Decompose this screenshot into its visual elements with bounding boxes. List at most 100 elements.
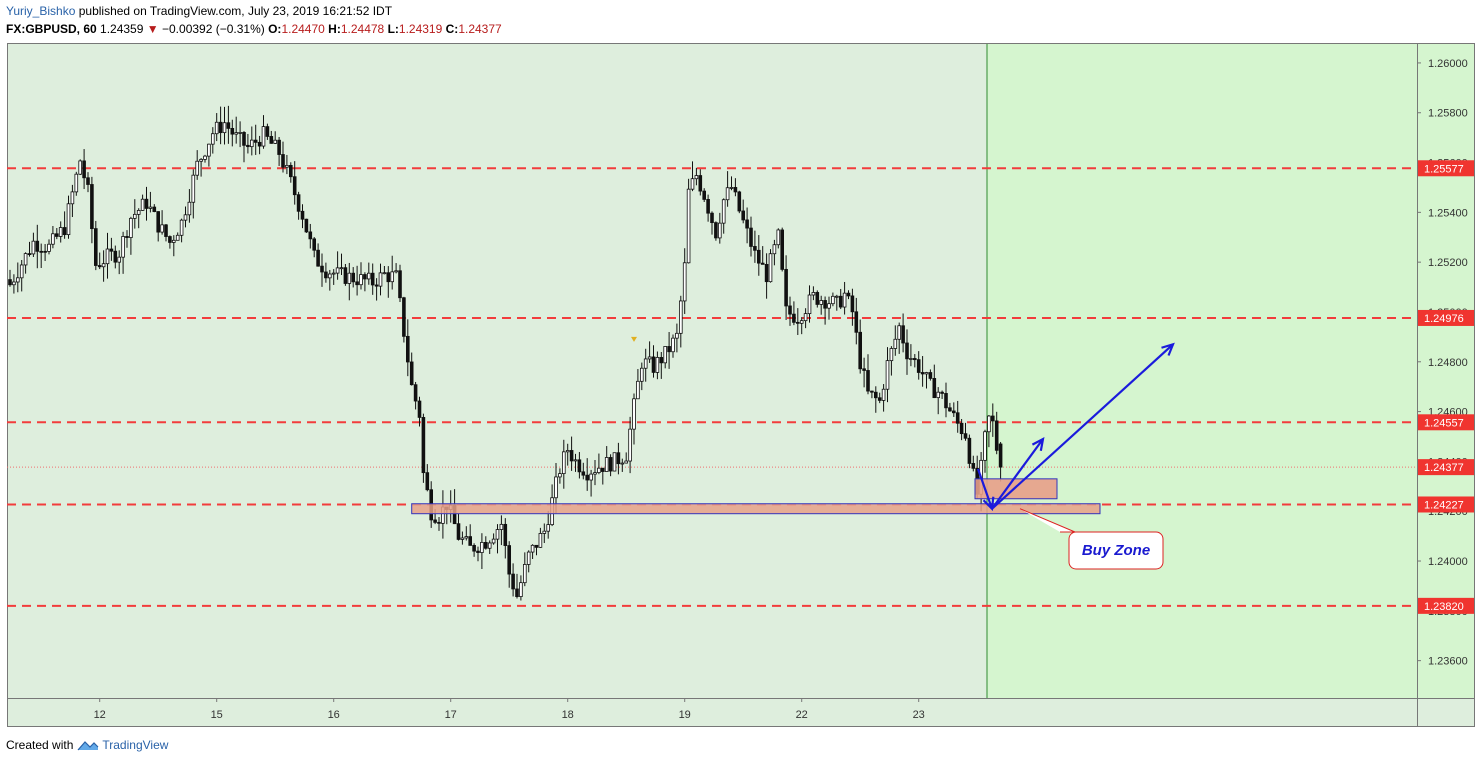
candle-body — [386, 272, 391, 283]
candle-body — [183, 214, 188, 221]
footer: Created with TradingView — [6, 738, 168, 752]
candle-body — [640, 367, 644, 382]
candle-body — [913, 358, 917, 361]
candle-body — [86, 177, 90, 185]
candle-body — [909, 358, 913, 360]
candle-body — [316, 249, 320, 267]
high-label: H: — [328, 22, 341, 36]
candle-body — [117, 256, 122, 263]
candle-body — [27, 253, 32, 256]
candle-body — [191, 174, 196, 203]
candle-body — [495, 529, 500, 540]
candle-body — [850, 295, 855, 313]
candle-body — [8, 279, 12, 286]
candle-body — [651, 356, 656, 373]
candle-body — [682, 262, 687, 302]
candle-body — [991, 415, 995, 422]
candle-body — [928, 372, 933, 379]
candle-body — [296, 194, 301, 212]
candlestick-chart[interactable]: Buy Zone1.260001.258001.256001.254001.25… — [0, 0, 1484, 740]
candle-body — [359, 274, 363, 286]
candle-body — [916, 359, 921, 373]
time-tick-label: 16 — [328, 709, 340, 721]
buy-zone-label: Buy Zone — [1082, 542, 1150, 559]
candle-body — [694, 175, 699, 180]
candle-body — [920, 372, 925, 375]
time-tick-label: 12 — [94, 709, 106, 721]
candle-body — [168, 236, 172, 243]
candle-body — [382, 272, 387, 275]
candle-body — [624, 460, 628, 464]
candle-body — [164, 224, 168, 237]
price-tick-label: 1.26000 — [1428, 58, 1468, 70]
candle-body — [729, 187, 734, 189]
candle-body — [667, 346, 671, 353]
level-tag-label: 1.25577 — [1424, 163, 1464, 175]
symbol-name[interactable]: FX:GBPUSD, 60 — [6, 22, 97, 36]
candle-body — [218, 121, 223, 134]
time-axis-background — [7, 698, 1417, 727]
candle-body — [874, 391, 878, 399]
candle-body — [885, 360, 890, 390]
candle-body — [702, 190, 706, 200]
candle-body — [675, 332, 679, 339]
candle-body — [214, 121, 219, 135]
candle-body — [148, 206, 153, 209]
up-arrow-long-head-icon — [1161, 342, 1175, 356]
candle-body — [955, 412, 960, 424]
candle-body — [663, 346, 667, 364]
price-tick-label: 1.25200 — [1428, 257, 1468, 269]
current-price-tag-label: 1.24377 — [1424, 462, 1464, 474]
candle-body — [772, 244, 777, 255]
candle-body — [109, 248, 114, 252]
candle-body — [686, 188, 691, 264]
published-text: published on TradingView.com, July 23, 2… — [78, 4, 393, 18]
candle-body — [792, 313, 796, 323]
candle-body — [858, 331, 862, 370]
candle-body — [534, 544, 539, 548]
candle-body — [476, 550, 480, 553]
candle-body — [503, 523, 508, 546]
candle-body — [55, 233, 59, 237]
candle-body — [659, 357, 664, 364]
candle-body — [643, 358, 648, 369]
candle-body — [246, 144, 250, 148]
candle-body — [304, 218, 309, 233]
level-tag-label: 1.24227 — [1424, 499, 1464, 511]
candle-body — [881, 388, 886, 401]
symbol-ohlc-header: FX:GBPUSD, 60 1.24359 ▼ −0.00392 (−0.31%… — [6, 22, 502, 36]
candle-body — [862, 368, 866, 371]
candle-body — [679, 300, 683, 334]
candle-body — [764, 263, 769, 283]
candle-body — [753, 246, 757, 251]
candle-body — [612, 452, 617, 472]
candle-body — [601, 467, 605, 472]
candle-body — [437, 521, 441, 524]
candle-body — [788, 305, 792, 315]
tradingview-brand-link[interactable]: TradingView — [102, 738, 169, 752]
candle-body — [741, 210, 745, 221]
candle-body — [608, 457, 613, 472]
candle-body — [760, 262, 765, 265]
candle-body — [526, 551, 531, 565]
candle-body — [355, 281, 359, 286]
candle-body — [807, 294, 812, 315]
author-link[interactable]: Yuriy_Bishko — [6, 4, 76, 18]
candle-body — [998, 443, 1003, 468]
candle-body — [784, 268, 788, 307]
candle-body — [581, 471, 586, 476]
candle-body — [19, 264, 24, 279]
candle-body — [417, 400, 422, 418]
candle-body — [519, 582, 523, 597]
high-value: 1.24478 — [340, 22, 385, 36]
candle-body — [994, 420, 999, 451]
candle-body — [363, 274, 367, 280]
support-zone-box — [411, 503, 1101, 515]
candle-body — [487, 542, 492, 549]
candle-body — [394, 270, 398, 273]
candle-body — [924, 372, 929, 375]
time-tick-label: 18 — [562, 709, 574, 721]
up-arrow-short-head-icon — [1031, 436, 1045, 451]
candle-body — [491, 538, 496, 544]
candle-body — [15, 277, 20, 283]
